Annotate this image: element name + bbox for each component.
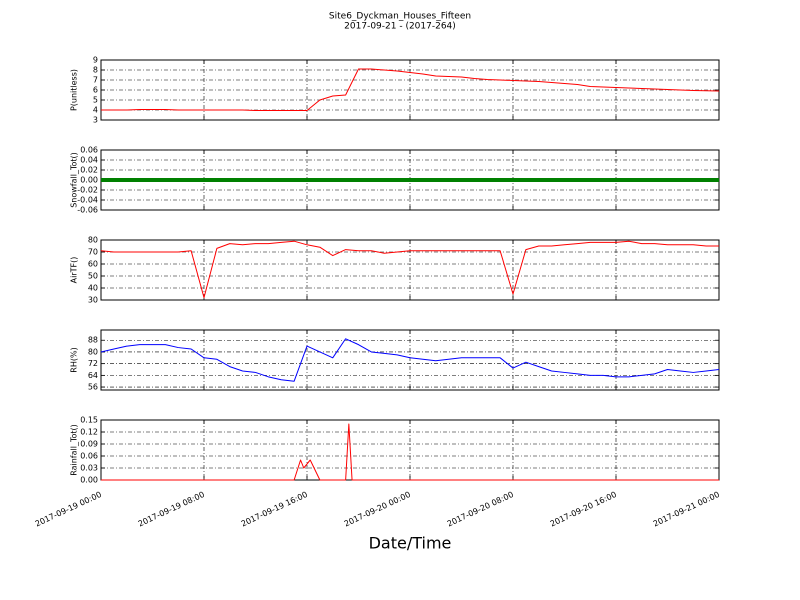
- y-axis-label: P(unitless): [70, 69, 79, 111]
- data-line: [100, 240, 719, 299]
- plot-frame: [100, 329, 720, 391]
- x-tick-label: 2017-09-19 16:00: [240, 490, 309, 529]
- y-tick-label: 30: [88, 296, 98, 305]
- y-tick-label: -0.06: [77, 206, 98, 215]
- y-tick-label: 0.00: [80, 476, 98, 485]
- y-tick-label: 72: [88, 359, 98, 368]
- y-tick-label: -0.04: [77, 196, 98, 205]
- y-tick-label: 0.04: [80, 156, 98, 165]
- x-tick-label: 2017-09-20 00:00: [343, 490, 412, 529]
- y-tick-label: 50: [88, 272, 98, 281]
- data-line: [100, 338, 720, 382]
- y-tick-label: 9: [93, 56, 98, 65]
- y-tick-label: -0.02: [77, 186, 98, 195]
- y-tick-label: 3: [93, 116, 98, 125]
- y-tick-label: 0.03: [80, 464, 98, 473]
- y-axis-label: Rainfall_Tot(): [70, 424, 79, 476]
- x-tick-label: 2017-09-19 00:00: [34, 490, 103, 529]
- y-tick-label: 6: [93, 86, 98, 95]
- y-tick-label: 70: [88, 248, 98, 257]
- x-tick-label: 2017-09-19 08:00: [137, 490, 206, 529]
- y-tick-label: 56: [88, 383, 98, 392]
- y-tick-label: 0.06: [80, 146, 98, 155]
- y-axis-label: Snowfall_Tot(): [70, 152, 79, 208]
- x-tick-label: 2017-09-20 08:00: [446, 490, 515, 529]
- y-tick-label: 0.09: [80, 440, 98, 449]
- plot-frame: [100, 239, 720, 301]
- data-line: [101, 423, 719, 481]
- y-tick-label: 64: [88, 371, 98, 380]
- y-axis-label: RH(%): [70, 347, 79, 372]
- y-tick-label: 40: [88, 284, 98, 293]
- y-tick-label: 0.06: [80, 452, 98, 461]
- chart-subtitle: 2017-09-21 - (2017-264): [344, 22, 456, 32]
- y-tick-label: 7: [93, 76, 98, 85]
- x-tick-label: 2017-09-21 00:00: [652, 490, 721, 529]
- x-axis-label: Date/Time: [369, 534, 452, 553]
- y-axis-label: AirTF(): [70, 257, 79, 284]
- y-tick-label: 8: [93, 66, 98, 75]
- y-tick-label: 5: [93, 96, 98, 105]
- y-tick-label: 80: [88, 347, 98, 356]
- y-tick-label: 0.15: [80, 416, 98, 425]
- x-tick-label: 2017-09-20 16:00: [549, 490, 618, 529]
- y-tick-label: 0.12: [80, 428, 98, 437]
- y-tick-label: 4: [93, 106, 98, 115]
- y-tick-label: 0.00: [80, 176, 98, 185]
- plot-frame: [100, 59, 720, 121]
- y-tick-label: 80: [88, 236, 98, 245]
- y-tick-label: 0.02: [80, 166, 98, 175]
- y-tick-label: 88: [88, 336, 98, 345]
- chart-title: Site6_Dyckman_Houses_Fifteen: [329, 12, 471, 22]
- y-tick-label: 60: [88, 260, 98, 269]
- data-line: [101, 68, 720, 111]
